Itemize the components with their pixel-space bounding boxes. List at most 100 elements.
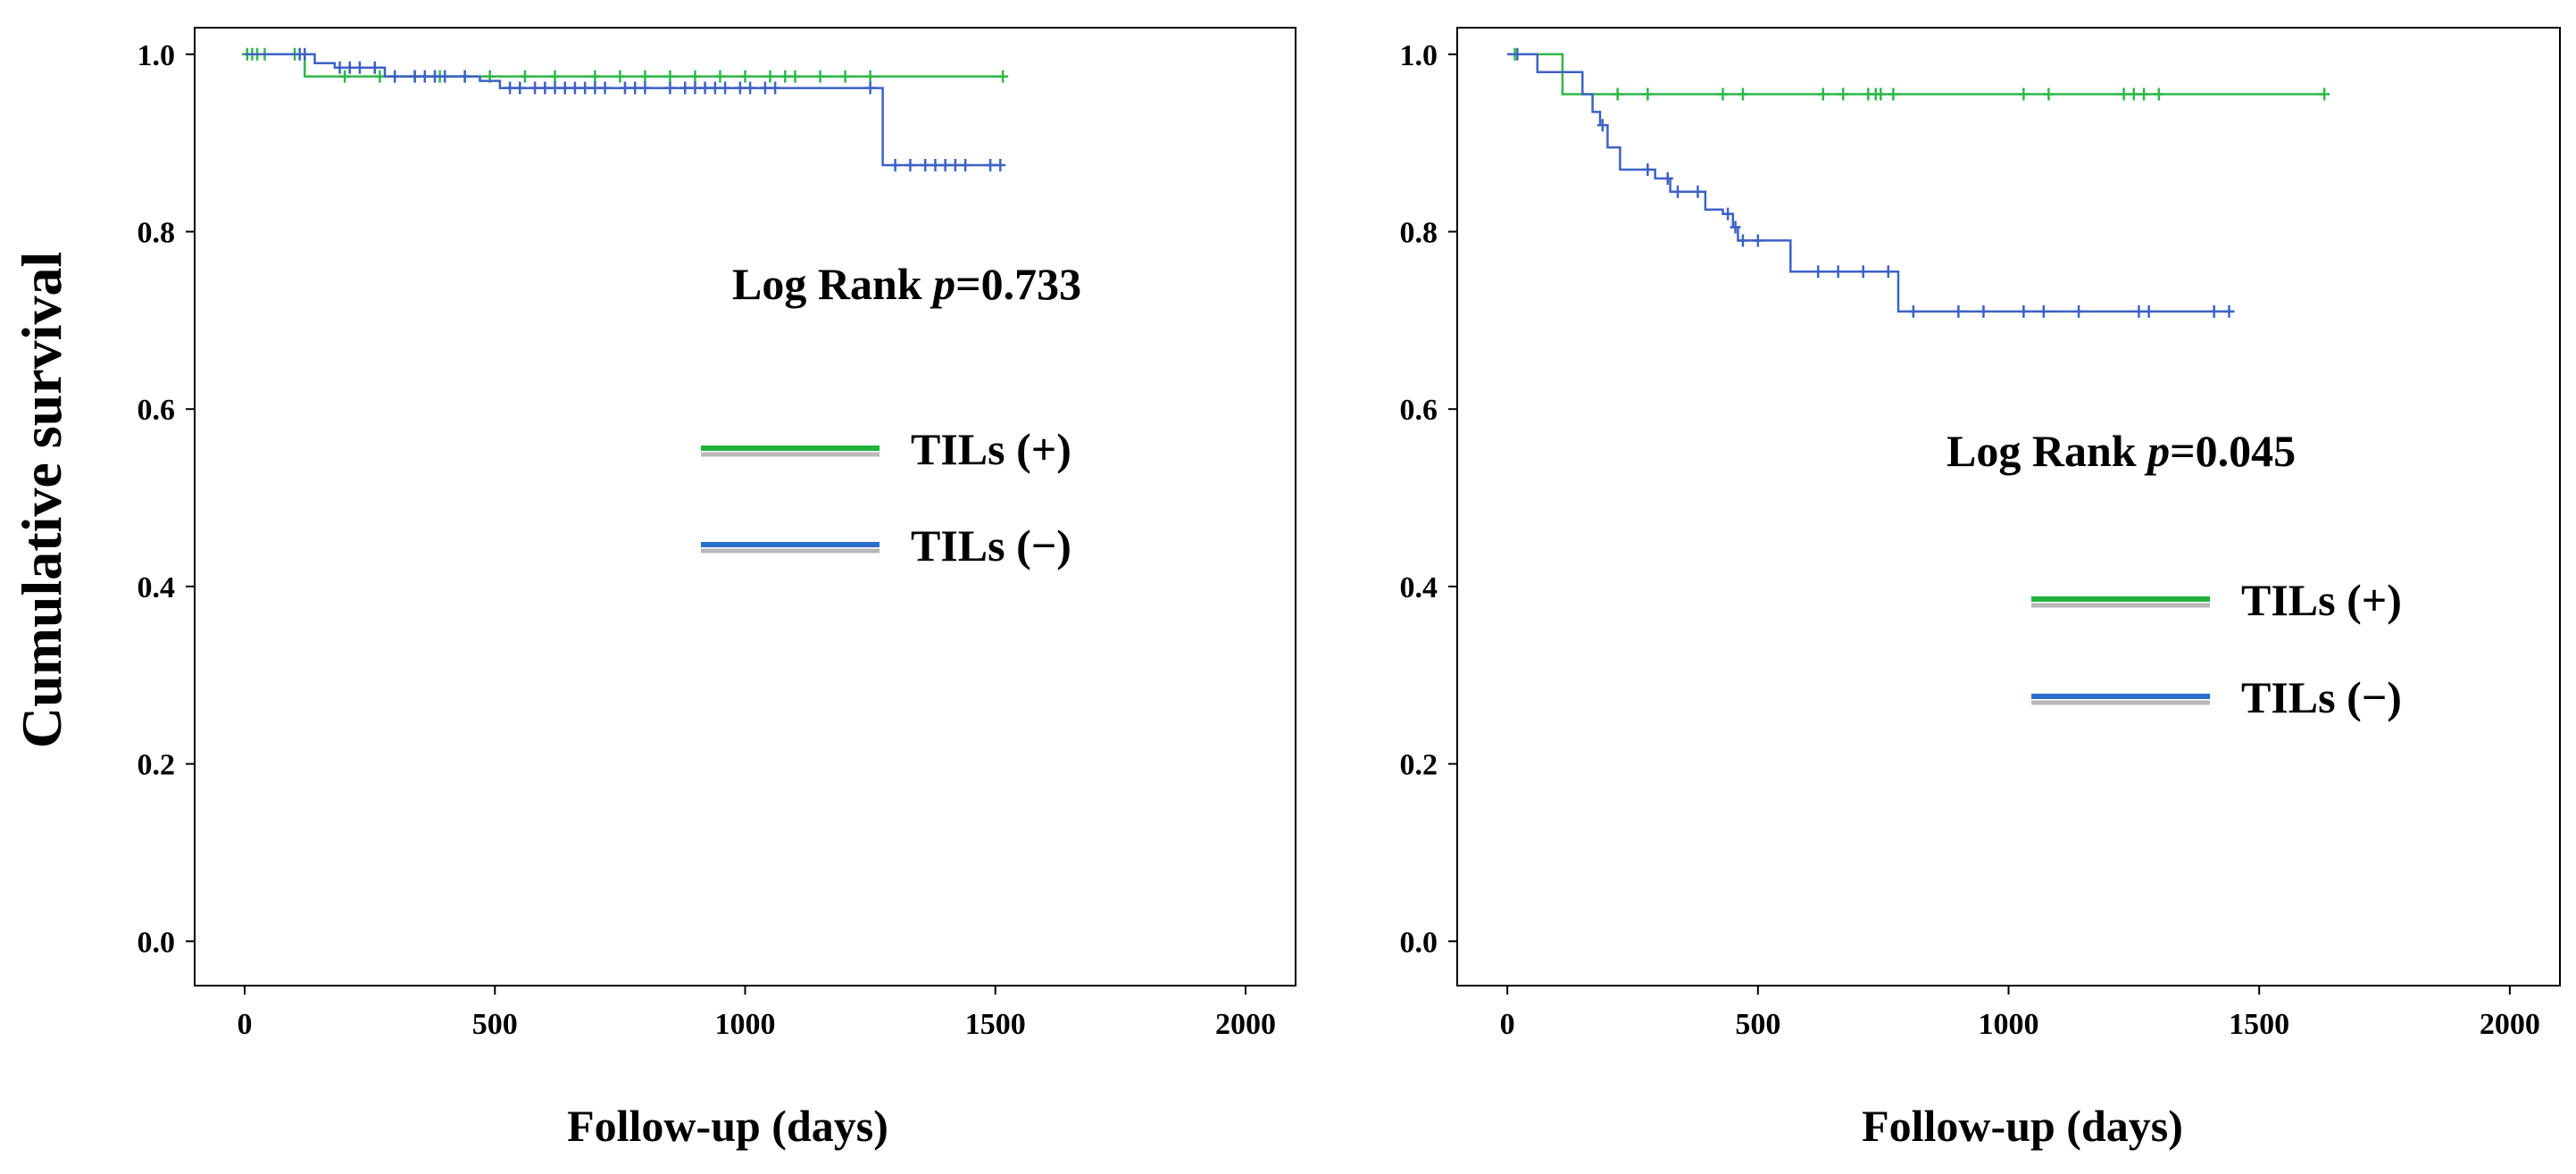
- right-tils_pos-curve: [1507, 53, 2325, 96]
- left-x-tick-label: 0: [238, 1008, 253, 1041]
- right-tils_neg-censor-mark: [2208, 304, 2220, 318]
- left-tils_neg-censor-mark: [709, 81, 721, 95]
- left-x-tick-label: 2000: [1215, 1008, 1276, 1041]
- right-legend-label-neg: TILs (−): [2241, 672, 2402, 722]
- right-tils_pos-censor-mark: [1817, 87, 1829, 101]
- right-tils_pos-censor-mark: [1888, 87, 1899, 101]
- left-tils_pos-censor-mark: [549, 70, 561, 83]
- left-tils_neg-censor-mark: [389, 70, 401, 83]
- left-tils_neg-censor-mark: [539, 81, 551, 95]
- left-tils_neg-censor-mark: [985, 158, 996, 171]
- right-x-axis-title: Follow-up (days): [1862, 1101, 2183, 1151]
- left-survival-chart: 0.0 0.2 0.4 0.6 0.8 1.0 0 500 1000 1500 2000 Foll…: [138, 27, 1296, 1151]
- left-tils_neg-censor-mark: [439, 70, 451, 83]
- left-tils_neg-censor-mark: [629, 81, 641, 95]
- left-tils_neg-censor-mark: [409, 70, 421, 83]
- left-tils_neg-censor-mark: [569, 81, 580, 95]
- left-tils_pos-censor-mark: [739, 70, 751, 83]
- right-tils_pos-censor-mark: [2138, 87, 2150, 101]
- right-y-tick-label: 1.0: [1400, 39, 1438, 72]
- right-tils_neg-censor-mark: [1692, 185, 1704, 198]
- left-y-tick-label: 1.0: [138, 39, 176, 72]
- left-tils_neg-censor-mark: [369, 61, 380, 74]
- right-tils_neg-censor-mark: [2073, 304, 2085, 318]
- right-tils_neg-censor-mark: [1672, 185, 1683, 198]
- right-y-tick-label: 0.6: [1400, 394, 1438, 427]
- left-tils_pos-censor-mark: [664, 70, 676, 83]
- right-survival-chart: 0.0 0.2 0.4 0.6 0.8 1.0 0 500 1000 1500 2000 Foll…: [1400, 27, 2561, 1151]
- right-x-tick-label: 2000: [2480, 1008, 2540, 1041]
- right-legend: TILs (+) TILs (−): [2031, 575, 2402, 722]
- left-tils_neg-censor-mark: [920, 158, 931, 171]
- left-tils_neg-censor-mark: [459, 70, 471, 83]
- left-tils_neg-censor-mark: [949, 158, 961, 171]
- left-tils_pos-censor-mark: [864, 70, 876, 83]
- left-tils_neg-censor-mark: [299, 47, 311, 61]
- left-tils_pos-censor-mark: [997, 70, 1009, 83]
- right-tils_neg-censor-mark: [2223, 304, 2235, 318]
- left-legend: TILs (+) TILs (−): [701, 424, 1071, 570]
- right-tils_neg-censor-mark: [1907, 304, 1919, 318]
- left-tils_pos-censor-mark: [614, 70, 626, 83]
- right-x-axis: 0 500 1000 1500 2000: [1500, 986, 2540, 1041]
- right-tils_pos-censor-mark: [1612, 87, 1623, 101]
- left-y-tick-label: 0.2: [138, 749, 176, 782]
- right-tils_neg-censor-mark: [1512, 47, 1523, 61]
- left-tils_neg-censor-mark: [939, 158, 951, 171]
- left-tils_neg-censor-mark: [995, 158, 1006, 171]
- right-tils_pos-censor-mark: [2043, 87, 2055, 101]
- left-tils_neg-censor-mark: [504, 81, 516, 95]
- right-y-tick-label: 0.4: [1400, 571, 1438, 604]
- right-tils_neg-censor-mark: [2038, 304, 2049, 318]
- left-tils_neg-censor-mark: [514, 81, 526, 95]
- right-tils_pos-censor-mark: [1875, 87, 1887, 101]
- right-tils_pos-censor-mark: [1838, 87, 1849, 101]
- left-tils_neg-censor-mark: [745, 81, 756, 95]
- left-tils_neg-censor-mark: [419, 70, 430, 83]
- left-tils_neg-censor-mark: [664, 81, 676, 95]
- left-tils_neg-censor-mark: [529, 81, 541, 95]
- left-tils_neg-censor-mark: [699, 81, 711, 95]
- left-tils_pos-censor-mark: [639, 70, 651, 83]
- left-tils_neg-curve: [245, 53, 1001, 167]
- left-tils_neg-censor-mark: [720, 81, 731, 95]
- right-tils_neg-censor-mark: [1737, 234, 1748, 247]
- right-tils_neg-censor-mark: [2143, 304, 2155, 318]
- right-plot-frame: [1456, 27, 2561, 987]
- left-x-axis-title: Follow-up (days): [567, 1101, 888, 1151]
- right-y-axis: 0.0 0.2 0.4 0.6 0.8 1.0: [1400, 39, 1457, 959]
- left-y-tick-label: 0.6: [138, 394, 176, 427]
- right-tils_neg-censor-mark: [1882, 265, 1894, 279]
- left-tils_neg-censor-mark: [619, 81, 630, 95]
- left-y-axis: 0.0 0.2 0.4 0.6 0.8 1.0: [138, 39, 195, 959]
- right-tils_neg-curve: [1507, 53, 2235, 313]
- right-tils_neg-censor-mark: [1857, 265, 1869, 279]
- left-tils_neg-censor-mark: [589, 81, 601, 95]
- left-tils_pos-censor-mark: [814, 70, 826, 83]
- left-plot-frame: [194, 27, 1296, 987]
- left-tils_pos-curve: [245, 53, 1004, 78]
- left-tils_neg-censor-mark: [960, 158, 971, 171]
- left-tils_pos-censor-mark: [374, 70, 386, 83]
- left-tils_neg-censor-mark: [579, 81, 591, 95]
- left-y-tick-label: 0.4: [138, 571, 176, 604]
- right-x-tick-label: 0: [1500, 1008, 1515, 1041]
- left-tils_neg-censor-mark: [864, 81, 876, 95]
- left-log-rank-annotation: Log Rank p=0.733: [732, 259, 1081, 309]
- left-legend-label-neg: TILs (−): [911, 520, 1071, 570]
- left-tils_neg-censor-mark: [734, 81, 746, 95]
- right-tils_pos-censor-mark: [2319, 87, 2330, 101]
- left-tils_neg-censor-mark: [334, 61, 346, 74]
- left-tils_neg-censor-mark: [354, 61, 365, 74]
- left-x-tick-label: 1500: [965, 1008, 1026, 1041]
- left-tils_neg-censor-mark: [549, 81, 561, 95]
- right-tils_pos-censor-mark: [1717, 87, 1729, 101]
- right-y-tick-label: 0.2: [1400, 749, 1438, 782]
- left-x-tick-label: 500: [472, 1008, 518, 1041]
- right-tils_pos-censor-mark: [1737, 87, 1748, 101]
- left-tils_pos-censor-mark: [589, 70, 601, 83]
- left-tils_neg-censor-mark: [689, 81, 701, 95]
- left-tils_pos-censor-mark: [714, 70, 726, 83]
- left-tils_pos-censor-mark: [519, 70, 530, 83]
- left-y-tick-label: 0.8: [138, 217, 176, 250]
